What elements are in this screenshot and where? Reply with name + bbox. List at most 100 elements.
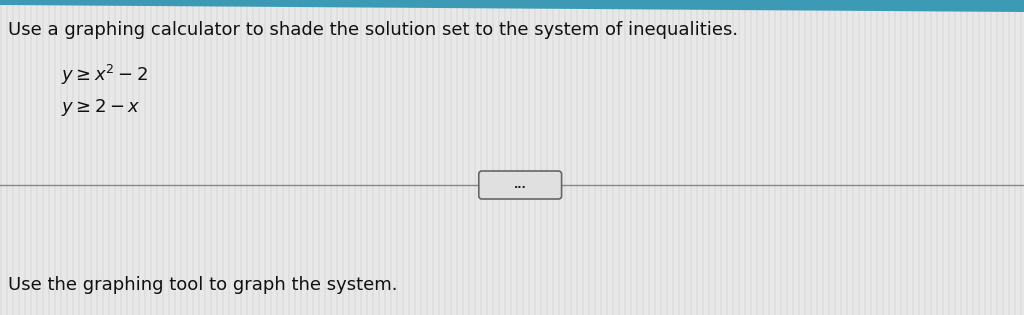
Bar <box>630 0 632 315</box>
Bar <box>282 0 284 315</box>
Bar <box>24 0 26 315</box>
Bar <box>300 0 302 315</box>
Bar <box>672 0 674 315</box>
Bar <box>180 0 182 315</box>
Bar <box>96 0 98 315</box>
Bar <box>618 0 620 315</box>
Bar <box>330 0 332 315</box>
Bar <box>804 0 806 315</box>
Bar <box>84 0 86 315</box>
Bar <box>918 0 920 315</box>
Bar <box>240 0 242 315</box>
Bar <box>834 0 836 315</box>
Bar <box>498 0 500 315</box>
Bar <box>486 0 488 315</box>
Bar <box>642 0 644 315</box>
Bar <box>552 0 554 315</box>
Bar <box>372 0 374 315</box>
Bar <box>648 0 650 315</box>
Bar <box>144 0 146 315</box>
Bar <box>222 0 224 315</box>
Bar <box>774 0 776 315</box>
Bar <box>444 0 446 315</box>
Bar <box>12 0 14 315</box>
Bar <box>162 0 164 315</box>
Bar <box>492 0 494 315</box>
Bar <box>690 0 692 315</box>
Bar <box>540 0 542 315</box>
Bar <box>984 0 986 315</box>
Bar <box>978 0 980 315</box>
Bar <box>780 0 782 315</box>
Bar <box>60 0 62 315</box>
Bar <box>558 0 560 315</box>
Bar <box>390 0 392 315</box>
Bar <box>936 0 938 315</box>
Bar <box>720 0 722 315</box>
Bar <box>198 0 200 315</box>
Bar <box>480 0 482 315</box>
Bar <box>852 0 854 315</box>
Bar <box>924 0 926 315</box>
Bar <box>0 0 2 315</box>
Bar <box>228 0 230 315</box>
Bar <box>204 0 206 315</box>
Bar <box>948 0 950 315</box>
Bar <box>66 0 68 315</box>
Bar <box>996 0 998 315</box>
Bar <box>786 0 788 315</box>
Bar <box>426 0 428 315</box>
Bar <box>270 0 272 315</box>
Bar <box>726 0 728 315</box>
Bar <box>48 0 50 315</box>
Bar <box>696 0 698 315</box>
Bar <box>414 0 416 315</box>
Bar <box>900 0 902 315</box>
Bar <box>894 0 896 315</box>
Bar <box>570 0 572 315</box>
Bar <box>108 0 110 315</box>
Bar <box>6 0 8 315</box>
Bar <box>888 0 890 315</box>
Bar <box>18 0 20 315</box>
Bar <box>114 0 116 315</box>
Bar <box>318 0 319 315</box>
Bar <box>378 0 380 315</box>
Bar <box>193 0 194 315</box>
Bar <box>1008 0 1010 315</box>
Bar <box>612 0 614 315</box>
Bar <box>660 0 662 315</box>
Bar <box>462 0 464 315</box>
Text: $y\geq x^2-2$: $y\geq x^2-2$ <box>61 63 148 87</box>
Bar <box>636 0 638 315</box>
Bar <box>840 0 842 315</box>
Bar <box>876 0 878 315</box>
Bar <box>408 0 410 315</box>
Bar <box>306 0 308 315</box>
Bar <box>702 0 705 315</box>
Bar <box>678 0 680 315</box>
Bar <box>30 0 32 315</box>
Bar <box>72 0 74 315</box>
Bar <box>510 0 512 315</box>
Bar <box>354 0 356 315</box>
Bar <box>432 0 434 315</box>
Bar <box>990 0 992 315</box>
Bar <box>420 0 422 315</box>
Bar <box>858 0 860 315</box>
Bar <box>768 0 770 315</box>
Bar <box>384 0 386 315</box>
Bar <box>575 0 578 315</box>
Bar <box>156 0 158 315</box>
Bar <box>528 0 530 315</box>
Bar <box>1002 0 1004 315</box>
Bar <box>750 0 752 315</box>
Bar <box>684 0 686 315</box>
Bar <box>294 0 296 315</box>
Bar <box>864 0 866 315</box>
Bar <box>468 0 470 315</box>
Bar <box>54 0 56 315</box>
Bar <box>438 0 440 315</box>
Bar <box>150 0 152 315</box>
Bar <box>324 0 326 315</box>
